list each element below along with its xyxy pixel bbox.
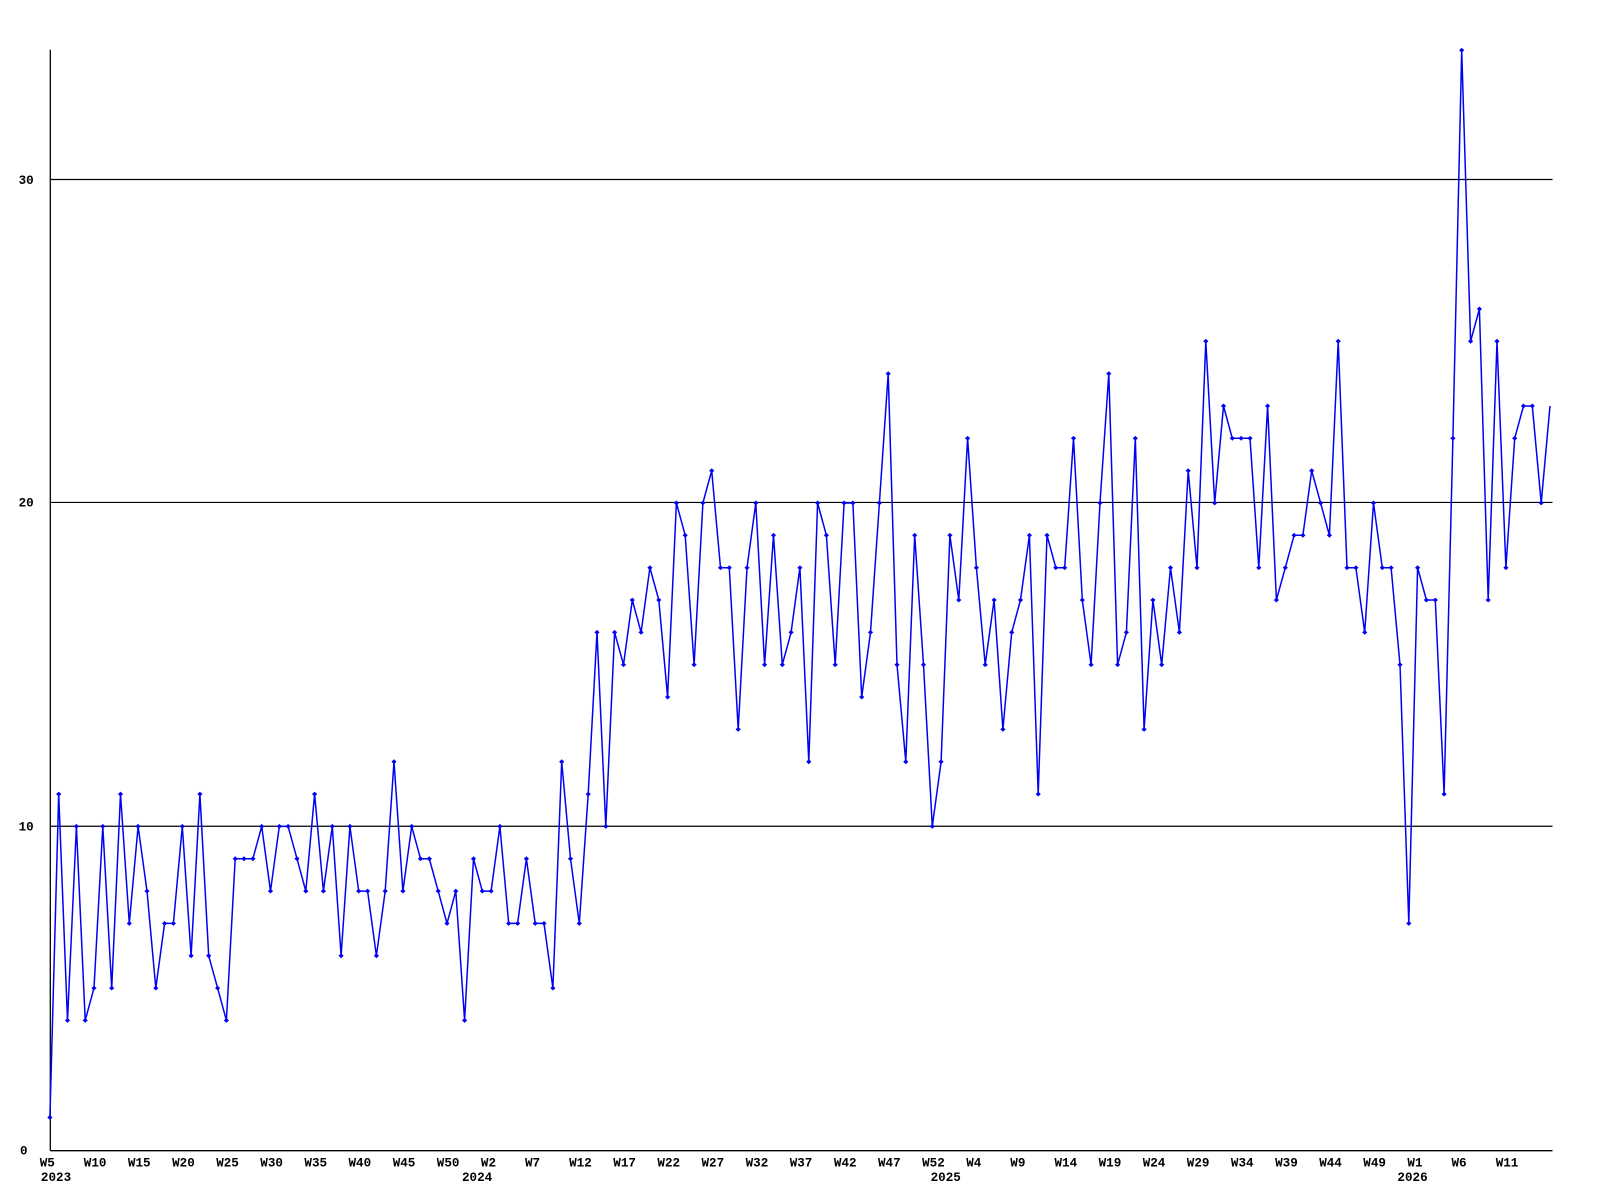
svg-text:W25: W25 [216, 1156, 239, 1170]
svg-text:W24: W24 [1143, 1156, 1166, 1170]
svg-text:30: 30 [19, 174, 34, 188]
svg-text:W15: W15 [128, 1156, 151, 1170]
svg-text:W4: W4 [966, 1156, 982, 1170]
svg-text:2024: 2024 [462, 1171, 493, 1185]
svg-text:W42: W42 [834, 1156, 857, 1170]
svg-text:W45: W45 [393, 1156, 416, 1170]
svg-text:W12: W12 [569, 1156, 592, 1170]
svg-text:W30: W30 [260, 1156, 283, 1170]
svg-text:20: 20 [19, 497, 34, 511]
svg-text:W2: W2 [481, 1156, 496, 1170]
svg-text:W9: W9 [1010, 1156, 1025, 1170]
svg-text:W19: W19 [1099, 1156, 1122, 1170]
svg-text:W6: W6 [1452, 1156, 1467, 1170]
svg-text:W22: W22 [657, 1156, 680, 1170]
svg-text:W20: W20 [172, 1156, 195, 1170]
svg-text:W7: W7 [525, 1156, 540, 1170]
svg-text:W39: W39 [1275, 1156, 1298, 1170]
svg-text:W11: W11 [1496, 1156, 1519, 1170]
svg-text:W34: W34 [1231, 1156, 1254, 1170]
svg-text:W47: W47 [878, 1156, 901, 1170]
svg-text:W52: W52 [922, 1156, 945, 1170]
svg-text:2025: 2025 [931, 1171, 961, 1185]
svg-text:10: 10 [19, 821, 34, 835]
svg-text:W17: W17 [613, 1156, 636, 1170]
svg-text:W32: W32 [746, 1156, 769, 1170]
svg-text:W10: W10 [84, 1156, 107, 1170]
svg-text:W14: W14 [1055, 1156, 1078, 1170]
svg-text:W27: W27 [702, 1156, 725, 1170]
svg-text:W50: W50 [437, 1156, 460, 1170]
svg-text:W49: W49 [1363, 1156, 1386, 1170]
svg-text:W37: W37 [790, 1156, 813, 1170]
svg-text:2026: 2026 [1397, 1171, 1427, 1185]
svg-text:2023: 2023 [41, 1171, 71, 1185]
svg-text:W1: W1 [1407, 1156, 1423, 1170]
svg-text:W29: W29 [1187, 1156, 1210, 1170]
svg-text:W35: W35 [304, 1156, 327, 1170]
svg-text:W40: W40 [349, 1156, 372, 1170]
svg-text:0: 0 [20, 1145, 28, 1159]
svg-text:W44: W44 [1319, 1156, 1342, 1170]
svg-text:W5: W5 [40, 1156, 55, 1170]
